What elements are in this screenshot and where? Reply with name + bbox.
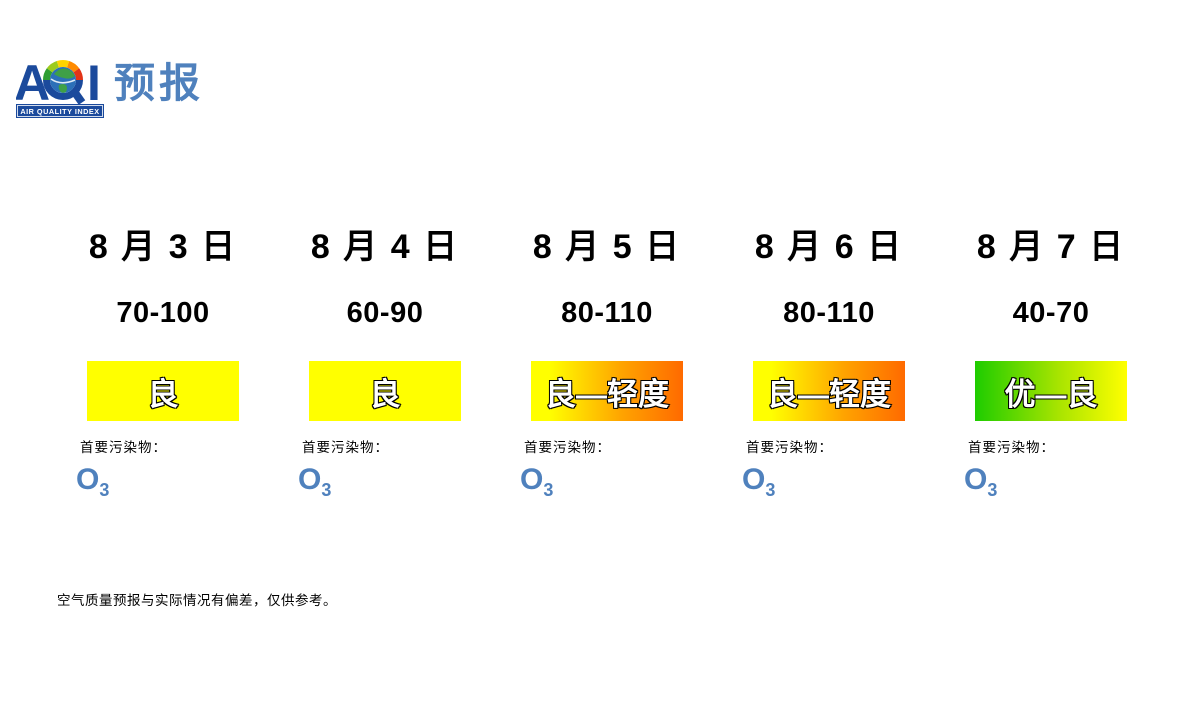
aqi-range: 80-110: [561, 297, 653, 329]
pollutant-subscript: 3: [765, 480, 776, 500]
forecast-column-4: 8 月 6 日 80-110 良—轻度 首要污染物： O3: [718, 226, 940, 507]
aqi-range: 40-70: [1012, 297, 1090, 329]
aqi-level-badge: 良—轻度: [753, 361, 905, 421]
forecast-date: 8 月 6 日: [754, 228, 904, 266]
pollutant-subscript: 3: [321, 480, 332, 500]
pollutant-symbol: O: [964, 463, 988, 496]
pollutant-label: 首要污染物：: [302, 440, 389, 455]
pollutant-symbol: O: [76, 463, 100, 496]
pollutant-subscript: 3: [543, 480, 554, 500]
page-title: 预报: [114, 60, 204, 106]
aqi-level-badge: 良: [309, 361, 461, 421]
logo-tagline: AIR QUALITY INDEX: [20, 107, 99, 116]
aqi-level-badge: 优—良: [975, 361, 1127, 421]
pollutant-symbol: O: [298, 463, 322, 496]
aqi-level-badge: 良: [87, 361, 239, 421]
pollutant-subscript: 3: [987, 480, 998, 500]
forecast-column-5: 8 月 7 日 40-70 优—良 首要污染物： O3: [940, 226, 1162, 507]
logo-tagline-bar: [16, 104, 104, 118]
pollutant-label: 首要污染物：: [80, 440, 167, 455]
pollutant-value: O3: [274, 463, 496, 507]
pollutant-value: O3: [52, 463, 274, 507]
pollutant-symbol: O: [520, 463, 544, 496]
aqi-range: 70-100: [116, 297, 210, 329]
forecast-row: 8 月 3 日 70-100 良 首要污染物： O3 8 月 4 日 60-90…: [52, 226, 1162, 507]
pollutant-value: O3: [940, 463, 1162, 507]
aqi-range: 80-110: [783, 297, 875, 329]
logo-letter-i: I: [87, 57, 101, 111]
aqi-logo: A I AIR QUALITY INDEX 预报: [16, 57, 204, 118]
logo-tagline-border: [17, 105, 103, 117]
aqi-range: 60-90: [346, 297, 424, 329]
pollutant-label: 首要污染物：: [746, 440, 833, 455]
forecast-date: 8 月 7 日: [976, 228, 1126, 266]
forecast-date: 8 月 5 日: [532, 228, 682, 266]
pollutant-label: 首要污染物：: [524, 440, 611, 455]
aqi-logo-icon: A I AIR QUALITY INDEX: [16, 57, 104, 118]
aqi-level-badge: 良—轻度: [531, 361, 683, 421]
pollutant-value: O3: [496, 463, 718, 507]
disclaimer-text: 空气质量预报与实际情况有偏差，仅供参考。: [57, 593, 337, 608]
forecast-column-3: 8 月 5 日 80-110 良—轻度 首要污染物： O3: [496, 226, 718, 507]
forecast-column-1: 8 月 3 日 70-100 良 首要污染物： O3: [52, 226, 274, 507]
logo-q-tail: [70, 88, 86, 105]
forecast-date: 8 月 4 日: [310, 228, 460, 266]
logo-q-ring: [43, 79, 83, 100]
rainbow-arc-icon: [43, 60, 83, 81]
pollutant-value: O3: [718, 463, 940, 507]
forecast-date: 8 月 3 日: [88, 228, 238, 266]
forecast-column-2: 8 月 4 日 60-90 良 首要污染物： O3: [274, 226, 496, 507]
pollutant-label: 首要污染物：: [968, 440, 1055, 455]
pollutant-subscript: 3: [99, 480, 110, 500]
pollutant-symbol: O: [742, 463, 766, 496]
globe-icon: [50, 67, 76, 93]
